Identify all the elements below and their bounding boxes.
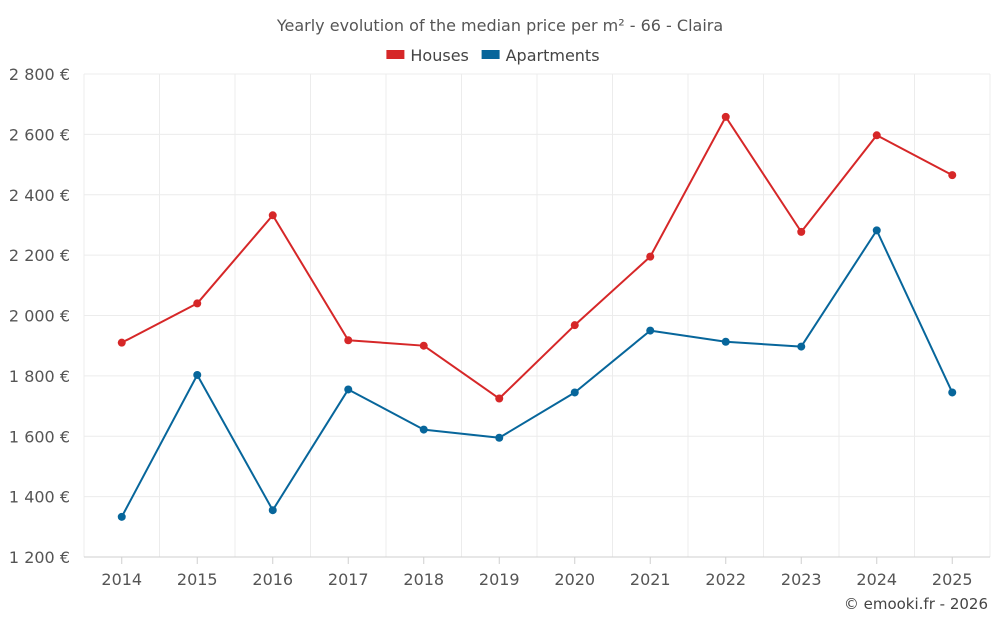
- data-point-apartments[interactable]: [570, 388, 579, 397]
- y-tick-label: 2 800 €: [9, 65, 70, 84]
- series-line-apartments: [120, 229, 954, 518]
- data-point-apartments[interactable]: [948, 388, 957, 397]
- legend-label-houses: Houses: [410, 46, 468, 65]
- data-point-houses[interactable]: [193, 299, 202, 308]
- x-tick-label: 2019: [479, 570, 520, 589]
- legend-item-houses[interactable]: Houses: [386, 46, 469, 65]
- data-point-apartments[interactable]: [419, 425, 428, 434]
- y-tick-label: 1 600 €: [9, 427, 70, 446]
- x-tick-label: 2015: [177, 570, 218, 589]
- data-point-houses[interactable]: [117, 338, 126, 347]
- y-tick-label: 2 200 €: [9, 246, 70, 265]
- x-axis: 2014 2015 2016 2017 2018 2019 2020 2021 2022 2023…: [84, 556, 990, 589]
- x-tick-label: 2017: [328, 570, 369, 589]
- x-tick-label: 2025: [932, 570, 973, 589]
- x-tick-label: 2021: [630, 570, 671, 589]
- y-tick-label: 1 400 €: [9, 488, 70, 507]
- data-point-apartments[interactable]: [797, 342, 806, 351]
- x-tick-label: 2016: [252, 570, 293, 589]
- legend-swatch-apartments: [481, 50, 500, 59]
- y-tick-label: 2 000 €: [9, 307, 70, 326]
- chart-title: Yearly evolution of the median price per…: [276, 16, 723, 35]
- data-point-apartments[interactable]: [721, 337, 730, 346]
- data-point-houses[interactable]: [268, 211, 277, 220]
- y-tick-label: 2 600 €: [9, 125, 70, 144]
- data-point-houses[interactable]: [570, 321, 579, 330]
- data-point-apartments[interactable]: [646, 326, 655, 335]
- data-point-houses[interactable]: [797, 227, 806, 236]
- y-axis: 1 200 € 1 400 € 1 600 € 1 800 € 2 000 € 2 200…: [9, 65, 70, 567]
- data-point-houses[interactable]: [419, 341, 428, 350]
- x-tick-label: 2014: [101, 570, 142, 589]
- series-line-houses: [121, 115, 953, 400]
- x-tick-label: 2022: [705, 570, 746, 589]
- legend: Houses Apartments: [386, 46, 600, 65]
- x-tick-label: 2018: [403, 570, 444, 589]
- credit-text: © emooki.fr - 2026: [844, 595, 988, 613]
- x-tick-label: 2020: [554, 570, 595, 589]
- grid-lines: [83, 73, 991, 557]
- y-tick-label: 2 400 €: [9, 186, 70, 205]
- data-point-houses[interactable]: [948, 171, 957, 180]
- data-point-apartments[interactable]: [117, 512, 126, 521]
- legend-item-apartments[interactable]: Apartments: [481, 46, 600, 65]
- data-point-apartments[interactable]: [344, 385, 353, 394]
- data-point-houses[interactable]: [721, 112, 730, 121]
- data-point-houses[interactable]: [646, 252, 655, 261]
- data-point-houses[interactable]: [344, 336, 353, 345]
- data-point-apartments[interactable]: [872, 226, 881, 235]
- series-group: [117, 112, 957, 521]
- data-point-apartments[interactable]: [193, 370, 202, 379]
- y-tick-label: 1 200 €: [9, 548, 70, 567]
- x-tick-label: 2023: [781, 570, 822, 589]
- data-point-houses[interactable]: [872, 131, 881, 140]
- data-point-apartments[interactable]: [268, 506, 277, 515]
- legend-swatch-houses: [386, 50, 405, 59]
- y-tick-label: 1 800 €: [9, 367, 70, 386]
- legend-label-apartments: Apartments: [506, 46, 600, 65]
- x-tick-label: 2024: [856, 570, 897, 589]
- data-point-houses[interactable]: [495, 394, 504, 403]
- data-point-apartments[interactable]: [495, 433, 504, 442]
